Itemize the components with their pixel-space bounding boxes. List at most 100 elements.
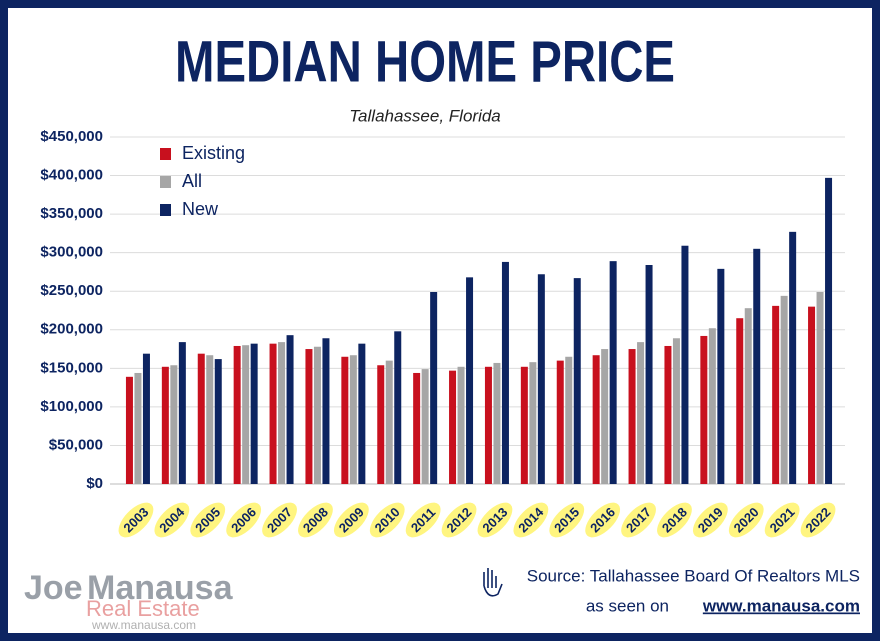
chart-subtitle: Tallahassee, Florida xyxy=(349,106,501,125)
legend-swatch xyxy=(160,204,171,216)
x-tick-highlight xyxy=(692,502,728,538)
bar xyxy=(322,338,330,484)
y-tick-label: $50,000 xyxy=(49,436,103,453)
bar xyxy=(825,177,833,484)
bar xyxy=(501,261,509,484)
bar xyxy=(520,366,528,484)
bar xyxy=(664,345,672,484)
bar xyxy=(681,245,689,484)
x-tick-highlight xyxy=(800,502,836,538)
x-tick: 2012 xyxy=(441,502,477,538)
bar xyxy=(816,291,824,484)
bar xyxy=(385,360,393,484)
bar xyxy=(206,355,214,484)
bar xyxy=(537,274,545,484)
y-tick-label: $250,000 xyxy=(40,282,103,299)
x-tick-highlight xyxy=(154,502,190,538)
legend-label: Existing xyxy=(182,143,245,163)
x-tick-highlight xyxy=(118,502,154,538)
bar xyxy=(808,306,816,484)
logo-a: Joe xyxy=(24,569,83,607)
logo-line2: Real Estate xyxy=(86,596,200,621)
bar xyxy=(708,328,716,484)
bar xyxy=(170,365,178,484)
bar xyxy=(772,305,780,484)
bar xyxy=(313,346,321,484)
x-tick-highlight xyxy=(190,502,226,538)
logo-line3: www.manausa.com xyxy=(91,618,196,632)
y-tick-label: $300,000 xyxy=(40,244,103,261)
x-tick-highlight xyxy=(513,502,549,538)
bar xyxy=(484,366,492,484)
legend-swatch xyxy=(160,148,171,160)
bar xyxy=(413,372,421,484)
bar xyxy=(700,335,708,484)
bar xyxy=(233,345,241,484)
bar xyxy=(529,362,537,484)
y-tick-label: $350,000 xyxy=(40,205,103,222)
x-tick: 2016 xyxy=(585,502,621,538)
bar xyxy=(242,345,250,484)
bar xyxy=(394,331,402,484)
bar xyxy=(341,356,349,484)
chart-title: MEDIAN HOME PRICE xyxy=(175,29,675,94)
logo-b: Manausa xyxy=(87,569,234,607)
hand-icon xyxy=(483,568,503,597)
bar xyxy=(601,349,609,484)
legend-swatch xyxy=(160,176,171,188)
bar xyxy=(377,365,385,484)
bar xyxy=(753,248,761,484)
bar xyxy=(717,268,725,484)
bar xyxy=(125,376,133,484)
bar xyxy=(449,370,457,484)
bar xyxy=(609,261,617,484)
bar xyxy=(349,355,357,484)
bar xyxy=(645,265,653,484)
bar xyxy=(736,318,744,484)
bar xyxy=(134,372,142,484)
x-tick-highlight xyxy=(369,502,405,538)
bar xyxy=(637,342,645,484)
plot: $0 $50,000 $100,000 $150,000 $200,000 $250,00… xyxy=(40,128,845,538)
bar xyxy=(780,295,788,484)
url: www.manausa.com xyxy=(702,596,860,615)
x-tick-highlight xyxy=(226,502,262,538)
bar xyxy=(744,308,752,484)
x-tick-highlight xyxy=(405,502,441,538)
x-tick-highlight xyxy=(585,502,621,538)
bar xyxy=(278,342,286,484)
x-tick-highlight xyxy=(657,502,692,538)
seen-on: as seen on xyxy=(586,596,669,615)
bar xyxy=(466,277,474,484)
y-tick-label: $100,000 xyxy=(40,398,103,415)
y-tick-label: $450,000 xyxy=(40,128,103,145)
x-tick-highlight xyxy=(764,502,800,538)
x-tick-highlight xyxy=(333,502,369,538)
bar xyxy=(430,291,438,484)
bar xyxy=(142,353,150,484)
bar xyxy=(305,349,313,484)
y-tick-label: $400,000 xyxy=(40,167,103,184)
x-tick-highlight xyxy=(262,502,297,538)
x-tick-highlight xyxy=(549,502,585,538)
source: Source: Tallahassee Board Of Realtors ML… xyxy=(527,566,860,585)
bar xyxy=(457,366,465,484)
bar xyxy=(789,231,797,484)
bar xyxy=(286,335,294,484)
bar xyxy=(197,353,205,484)
x-tick-highlight xyxy=(477,502,513,538)
x-tick-highlight xyxy=(728,502,764,538)
legend-label: All xyxy=(182,171,202,191)
x-tick-highlight xyxy=(441,502,477,538)
bar xyxy=(250,343,258,484)
bar xyxy=(565,356,573,484)
x-tick-highlight xyxy=(298,502,333,538)
bar xyxy=(573,278,581,484)
bar xyxy=(214,359,222,484)
bar xyxy=(592,355,600,484)
y-tick-label: $200,000 xyxy=(40,321,103,338)
y-tick-label: $0 xyxy=(86,475,103,492)
bar xyxy=(421,369,429,484)
bar xyxy=(358,343,366,484)
